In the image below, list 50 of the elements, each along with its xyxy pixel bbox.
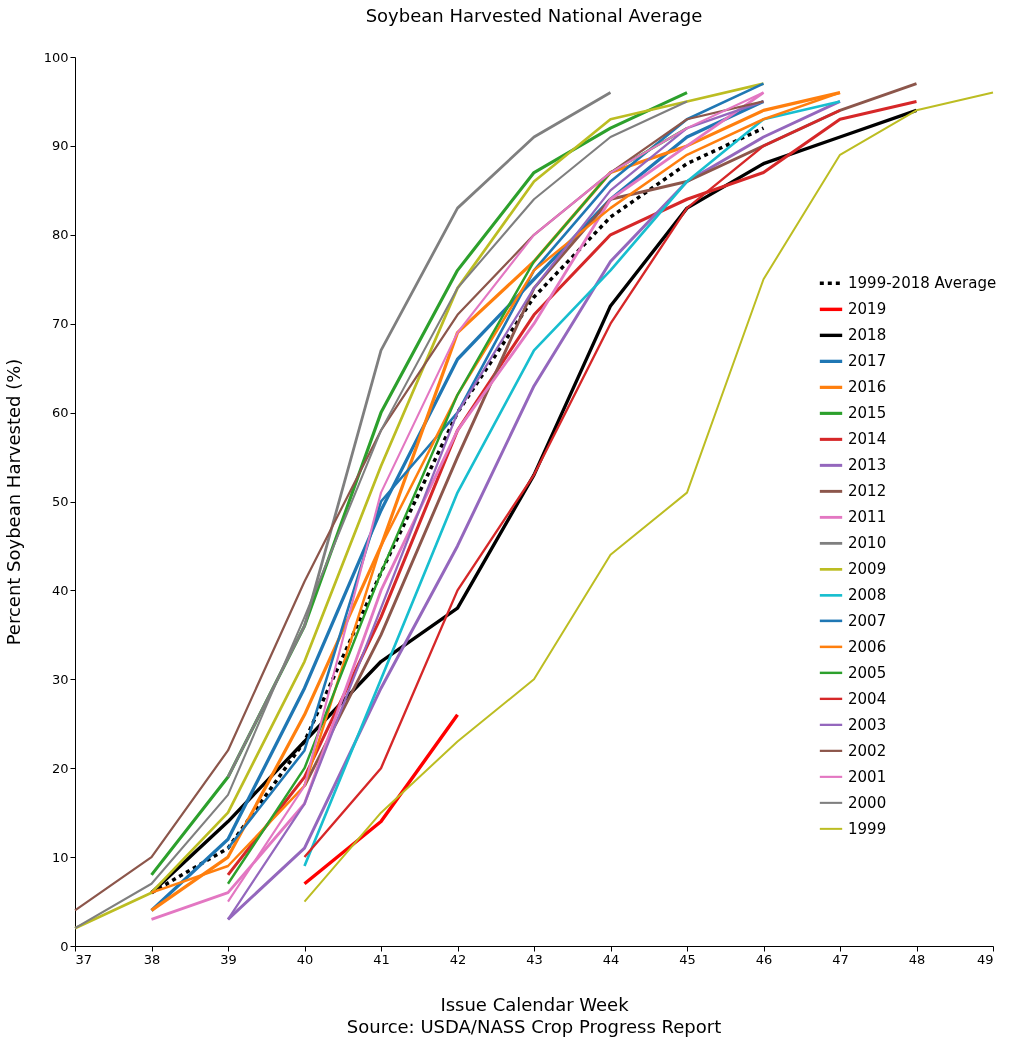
x-tick-label: 42 bbox=[449, 951, 467, 967]
y-axis-title: Percent Soybean Harvested (%) bbox=[2, 358, 24, 646]
legend-label: 2015 bbox=[848, 404, 887, 423]
legend-label: 2014 bbox=[848, 430, 887, 449]
legend-label: 2005 bbox=[848, 663, 887, 682]
y-tick-label: 10 bbox=[51, 849, 69, 865]
x-tick-label: 45 bbox=[679, 951, 696, 967]
legend-label: 2002 bbox=[848, 741, 887, 760]
legend-label: 2009 bbox=[848, 560, 887, 579]
legend-label: 2004 bbox=[848, 689, 887, 708]
x-tick-label: 43 bbox=[526, 951, 543, 967]
y-tick-label: 20 bbox=[51, 760, 69, 776]
source-note: Source: USDA/NASS Crop Progress Report bbox=[346, 1016, 722, 1037]
y-tick-label: 40 bbox=[51, 582, 69, 598]
legend-label: 2010 bbox=[848, 534, 887, 553]
legend-label: 2011 bbox=[848, 508, 887, 527]
legend-label: 2001 bbox=[848, 767, 887, 786]
legend-label: 2007 bbox=[848, 611, 887, 630]
y-tick-label: 90 bbox=[51, 138, 69, 154]
legend-label: 2016 bbox=[848, 378, 887, 397]
legend-label: 2012 bbox=[848, 482, 887, 501]
legend-label: 2006 bbox=[848, 637, 887, 656]
x-tick-label: 38 bbox=[143, 951, 161, 967]
y-tick-label: 60 bbox=[51, 405, 69, 421]
y-tick-label: 30 bbox=[51, 671, 69, 687]
x-tick-label: 40 bbox=[296, 951, 314, 967]
legend-label: 1999 bbox=[848, 819, 887, 838]
y-tick-label: 50 bbox=[51, 494, 69, 509]
legend-label: 2000 bbox=[848, 793, 887, 812]
x-tick-label: 44 bbox=[602, 951, 620, 967]
legend-label: 2003 bbox=[848, 715, 887, 734]
y-tick-label: 70 bbox=[51, 316, 69, 332]
x-tick-label: 46 bbox=[755, 951, 773, 967]
legend-label: 1999-2018 Average bbox=[848, 274, 997, 293]
legend-label: 2013 bbox=[848, 456, 887, 475]
y-tick-label: 80 bbox=[51, 227, 69, 243]
x-axis-title: Issue Calendar Week bbox=[440, 993, 630, 1015]
x-tick-label: 48 bbox=[908, 951, 926, 967]
chart-title: Soybean Harvested National Average bbox=[365, 5, 703, 26]
x-tick-label: 39 bbox=[220, 951, 237, 967]
legend-label: 2018 bbox=[848, 326, 887, 345]
legend-label: 2019 bbox=[848, 300, 887, 319]
x-tick-label: 41 bbox=[373, 951, 390, 967]
y-tick-label: 100 bbox=[43, 49, 69, 65]
x-tick-label: 47 bbox=[832, 951, 849, 967]
x-tick-label: 37 bbox=[75, 951, 93, 967]
legend-label: 2017 bbox=[848, 352, 887, 371]
x-tick-label: 49 bbox=[976, 951, 994, 967]
y-tick-label: 0 bbox=[60, 938, 69, 954]
legend-label: 2008 bbox=[848, 586, 887, 605]
